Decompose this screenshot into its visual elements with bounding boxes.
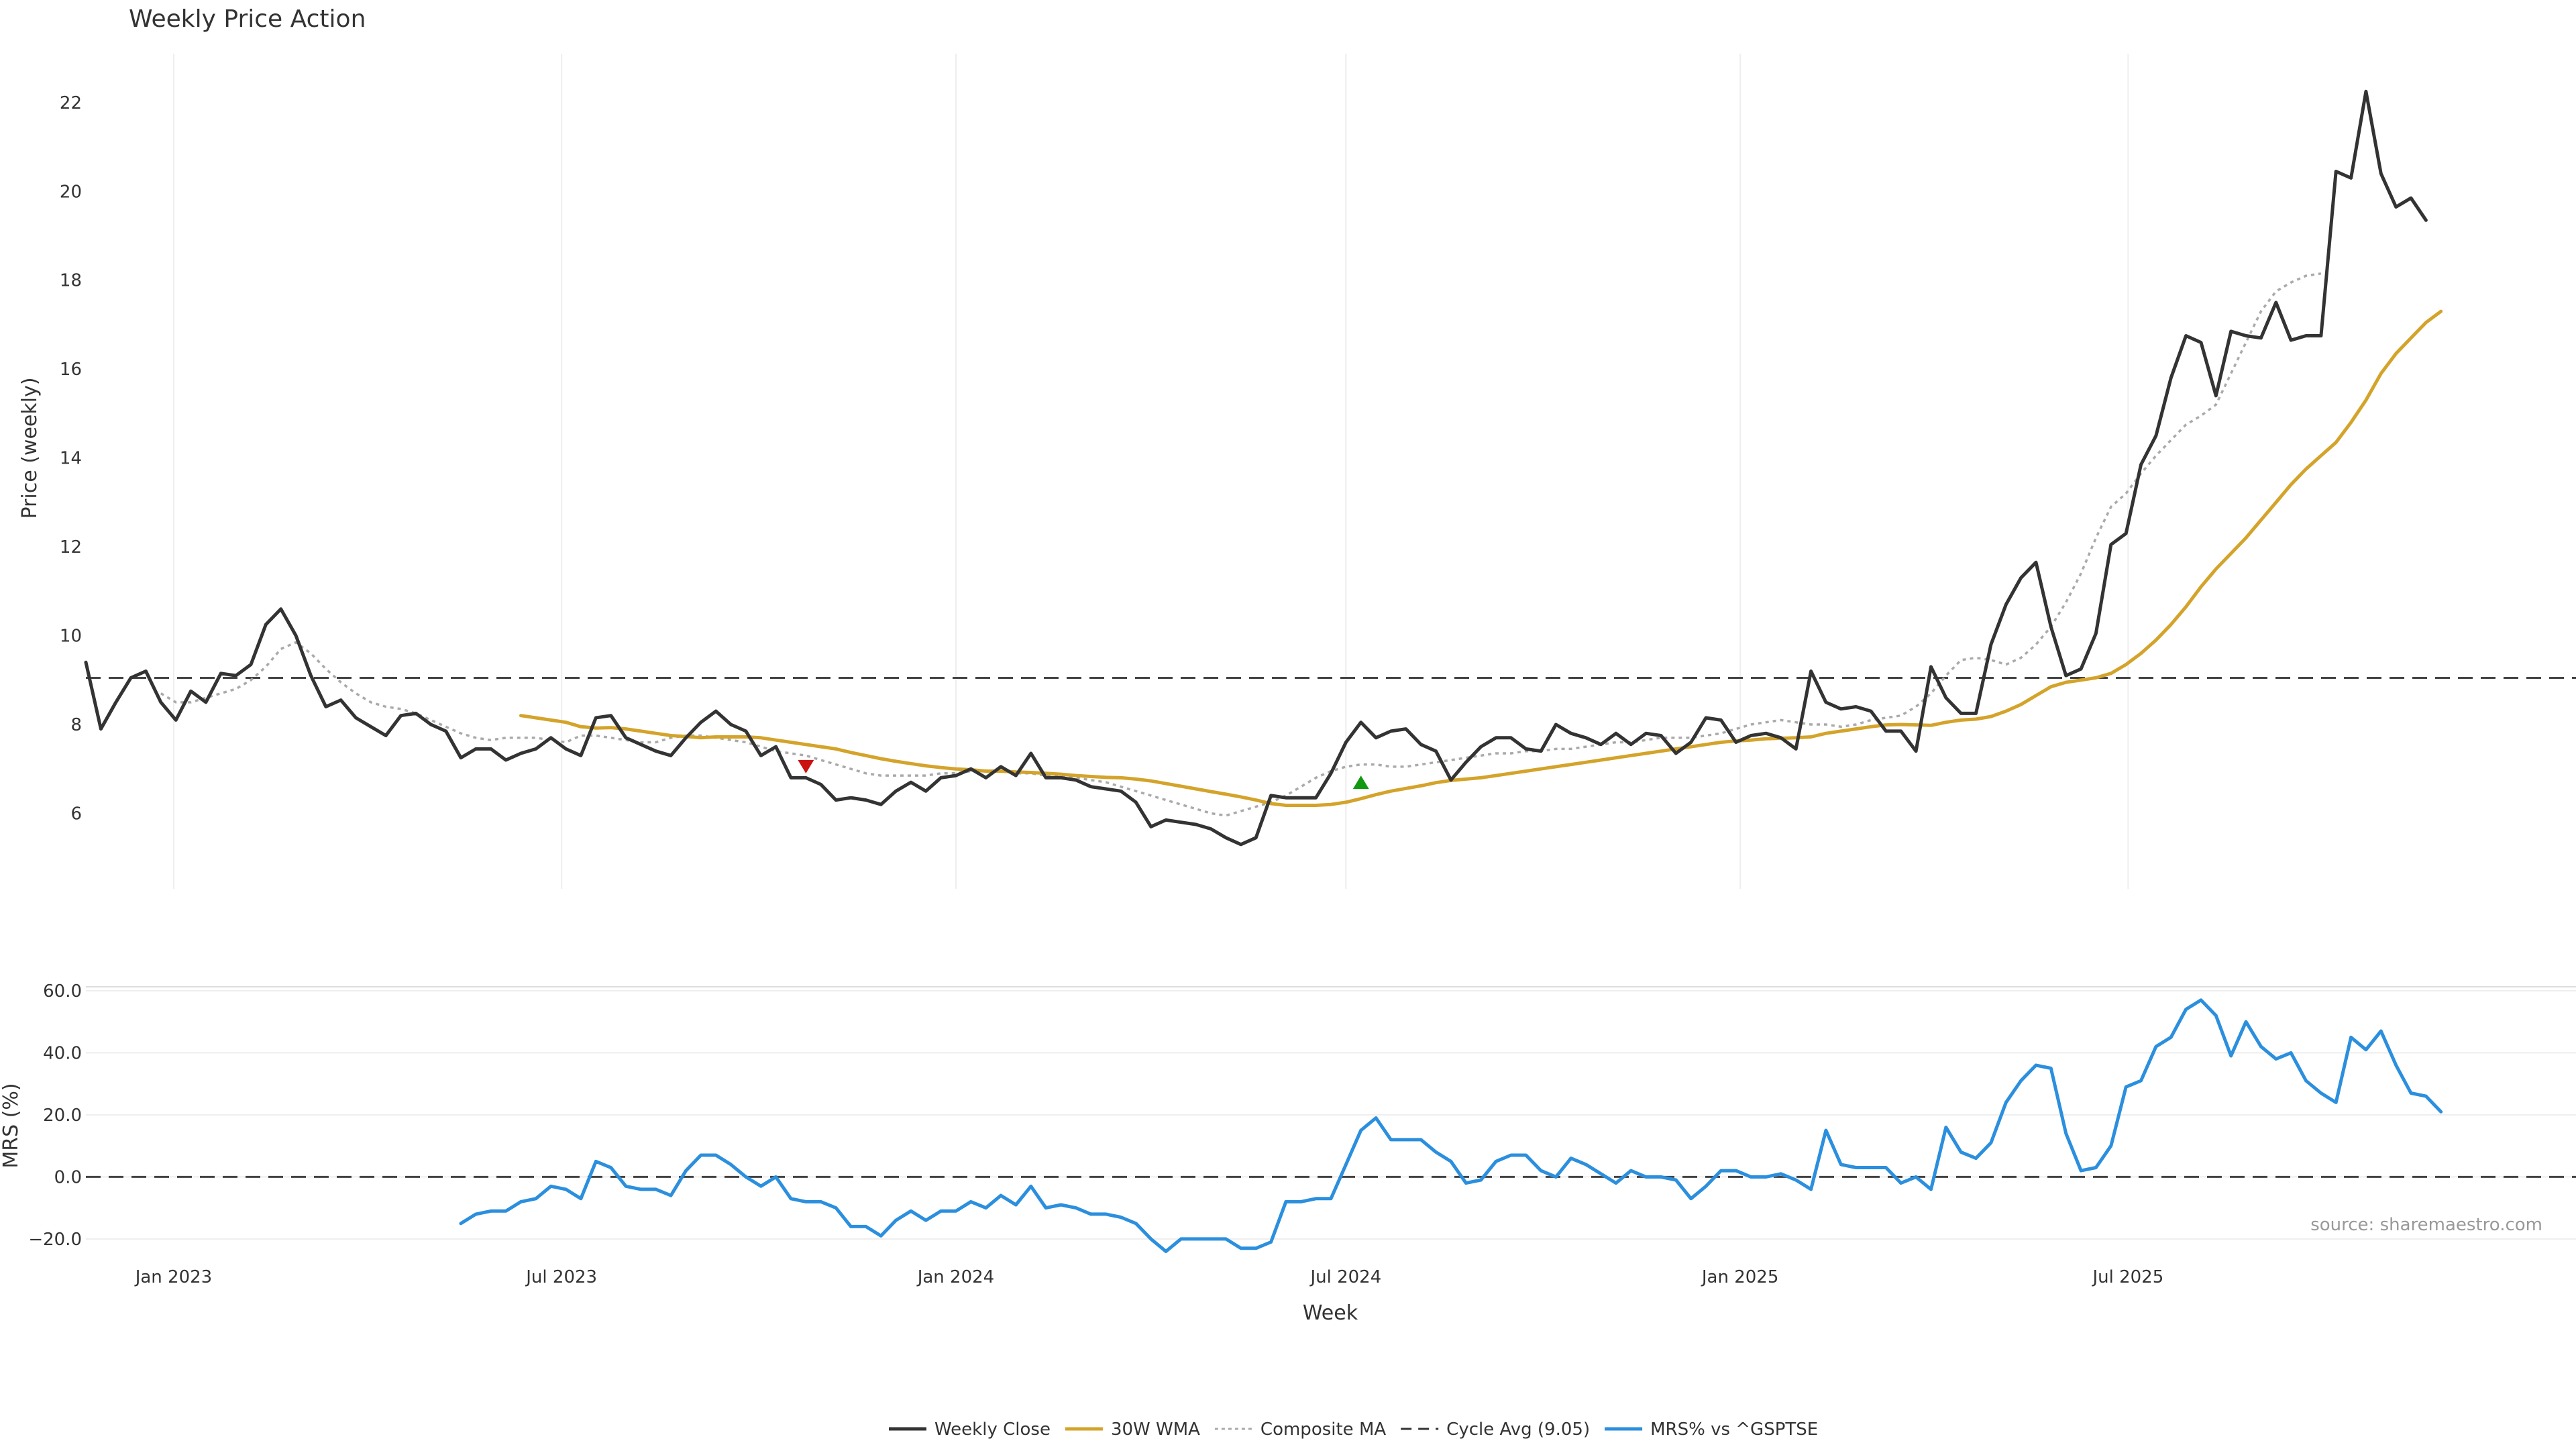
legend-item: MRS% vs ^GSPTSE	[1605, 1419, 1818, 1440]
y-tick-label: 6	[70, 804, 82, 824]
price-y-ticks: 6 8 10 12 14 16 18 20 22	[60, 93, 82, 824]
chart-title: Weekly Price Action	[129, 5, 366, 33]
mrs-series	[459, 998, 2443, 1253]
price-series	[84, 89, 2443, 847]
x-axis-title: Week	[1303, 1301, 1358, 1325]
y-tick-label: −20.0	[28, 1230, 82, 1250]
sell-signal-marker	[798, 759, 814, 773]
y-tick-label: 12	[60, 537, 82, 557]
x-tick-label: Jan 2024	[916, 1267, 995, 1287]
price-gridlines	[172, 54, 2129, 889]
x-tick-label: Jan 2025	[1701, 1267, 1779, 1287]
y-tick-label: 0.0	[54, 1167, 82, 1187]
mrs-gridlines	[86, 989, 2576, 1240]
y-tick-label: 20	[60, 182, 82, 202]
legend-item: Composite MA	[1214, 1419, 1386, 1440]
mrs-y-axis-title: MRS (%)	[0, 1083, 23, 1168]
y-tick-label: 20.0	[43, 1106, 82, 1126]
legend-label: MRS% vs ^GSPTSE	[1650, 1419, 1818, 1440]
x-tick-label: Jul 2025	[2091, 1267, 2163, 1287]
source-label: source: sharemaestro.com	[2310, 1215, 2542, 1235]
y-tick-label: 8	[70, 715, 82, 735]
series-line-weekly-close	[84, 89, 2428, 847]
y-tick-label: 22	[60, 93, 82, 113]
x-tick-label: Jan 2023	[134, 1267, 213, 1287]
x-tick-label: Jul 2024	[1309, 1267, 1381, 1287]
buy-signal-marker	[1352, 775, 1369, 790]
mrs-y-ticks: 60.0 40.0 20.0 0.0 −20.0	[28, 981, 82, 1250]
x-ticks: Jan 2023 Jul 2023 Jan 2024 Jul 2024 Jan 2025…	[134, 1267, 2164, 1287]
legend-label: 30W WMA	[1111, 1419, 1200, 1440]
y-tick-label: 40.0	[43, 1043, 82, 1063]
signal-markers	[798, 759, 1369, 790]
legend-label: Cycle Avg (9.05)	[1446, 1419, 1590, 1440]
legend-label: Composite MA	[1260, 1419, 1386, 1440]
legend-item: 30W WMA	[1065, 1419, 1200, 1440]
series-line-composite-ma	[160, 272, 2322, 817]
price-y-axis-title: Price (weekly)	[18, 377, 42, 519]
y-tick-label: 18	[60, 271, 82, 291]
x-tick-label: Jul 2023	[525, 1267, 597, 1287]
series-line-mrs-vs-gsptse	[459, 998, 2443, 1253]
legend-item: Cycle Avg (9.05)	[1401, 1419, 1590, 1440]
y-tick-label: 14	[60, 449, 82, 469]
series-line-30w-wma	[519, 309, 2443, 807]
y-tick-label: 60.0	[43, 981, 82, 1002]
legend-item: Weekly Close	[889, 1419, 1051, 1440]
legend-label: Weekly Close	[934, 1419, 1051, 1440]
y-tick-label: 10	[60, 627, 82, 647]
legend: Weekly Close 30W WMA Composite MA Cycle Avg…	[889, 1419, 1818, 1440]
y-tick-label: 16	[60, 360, 82, 380]
